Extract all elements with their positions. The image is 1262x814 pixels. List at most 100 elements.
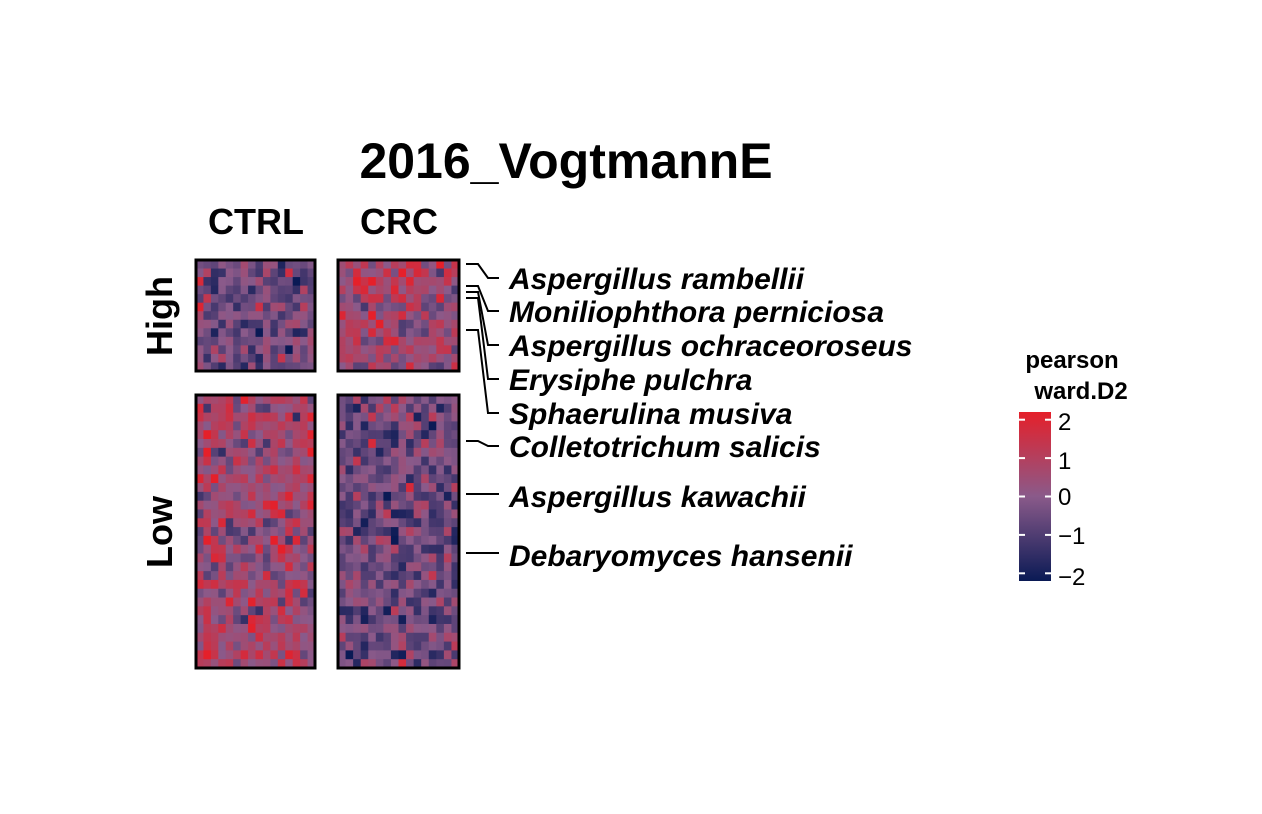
heatmap-cell xyxy=(300,456,308,466)
heatmap-cell xyxy=(353,403,362,414)
heatmap-cell xyxy=(428,535,437,546)
heatmap-cell xyxy=(413,302,422,312)
heatmap-cell xyxy=(383,509,392,519)
heatmap-cell xyxy=(406,606,415,616)
heatmap-cell xyxy=(196,544,204,554)
heatmap-cell xyxy=(262,412,271,422)
heatmap-cell xyxy=(398,491,407,502)
heatmap-cell xyxy=(443,353,452,363)
heatmap-cell xyxy=(277,328,286,338)
heatmap-cell xyxy=(307,456,316,466)
heatmap-cell xyxy=(406,623,415,634)
heatmap-cell xyxy=(406,277,415,287)
heatmap-cell xyxy=(218,553,227,563)
heatmap-cell xyxy=(292,623,301,634)
heatmap-cell xyxy=(428,336,437,346)
heatmap-cell xyxy=(262,632,271,642)
heatmap-cell xyxy=(210,615,219,625)
heatmap-cell xyxy=(270,509,279,519)
heatmap-cell xyxy=(255,353,264,363)
heatmap-cell xyxy=(203,353,212,363)
heatmap-cell xyxy=(436,588,445,598)
heatmap-cell xyxy=(307,615,316,625)
heatmap-cell xyxy=(413,421,422,431)
heatmap-cell xyxy=(218,579,227,590)
heatmap-cell xyxy=(307,650,316,660)
heatmap-cell xyxy=(360,623,369,634)
heatmap-cell xyxy=(196,659,204,669)
heatmap-cell xyxy=(360,362,369,372)
heatmap-cell xyxy=(428,345,437,355)
heatmap-cell xyxy=(270,562,279,572)
heatmap-cell xyxy=(218,277,227,287)
heatmap-cell xyxy=(338,268,346,278)
heatmap-cell xyxy=(233,579,242,590)
heatmap-cell xyxy=(292,544,301,554)
heatmap-cell xyxy=(421,623,430,634)
heatmap-cell xyxy=(436,641,445,651)
heatmap-cell xyxy=(210,544,219,554)
heatmap-cell xyxy=(255,336,264,346)
heatmap-cell xyxy=(451,562,460,572)
heatmap-cell xyxy=(248,553,256,563)
heatmap-cell xyxy=(225,456,234,466)
heatmap-cell xyxy=(233,650,242,660)
heatmap-cell xyxy=(292,641,301,651)
heatmap-cell xyxy=(218,659,227,669)
heatmap-cell xyxy=(368,311,377,321)
heatmap-cell xyxy=(210,345,219,355)
heatmap-cell xyxy=(390,474,399,484)
heatmap-cell xyxy=(421,345,430,355)
heatmap-cell xyxy=(436,421,445,431)
heatmap-cell xyxy=(413,430,422,440)
heatmap-cell xyxy=(383,430,392,440)
heatmap-cell xyxy=(428,518,437,528)
heatmap-cell xyxy=(413,319,422,329)
heatmap-cell xyxy=(383,439,392,449)
heatmap-cell xyxy=(210,277,219,287)
heatmap-cell xyxy=(368,268,377,278)
heatmap-cell xyxy=(383,277,392,287)
heatmap-cell xyxy=(225,483,234,493)
heatmap-cell xyxy=(368,579,377,590)
heatmap-cell xyxy=(292,456,301,466)
heatmap-cell xyxy=(398,430,407,440)
heatmap-cell xyxy=(233,311,242,321)
heatmap-cell xyxy=(196,491,204,502)
heatmap-cell xyxy=(421,311,430,321)
heatmap-cell xyxy=(390,588,399,598)
heatmap-cells xyxy=(196,260,460,669)
heatmap-cell xyxy=(196,328,204,338)
heatmap-cell xyxy=(443,311,452,321)
heatmap-cell xyxy=(218,412,227,422)
heatmap-cell xyxy=(270,518,279,528)
heatmap-cell xyxy=(383,328,392,338)
heatmap-cell xyxy=(300,597,308,607)
heatmap-cell xyxy=(270,623,279,634)
heatmap-cell xyxy=(285,345,294,355)
heatmap-cell xyxy=(270,285,279,295)
heatmap-cell xyxy=(262,535,271,546)
heatmap-cell xyxy=(218,336,227,346)
heatmap-cell xyxy=(390,509,399,519)
heatmap-cell xyxy=(203,319,212,329)
heatmap-cell xyxy=(428,395,437,405)
heatmap-cell xyxy=(413,615,422,625)
heatmap-cell xyxy=(240,319,249,329)
heatmap-cell xyxy=(262,483,271,493)
heatmap-cell xyxy=(436,623,445,634)
heatmap-cell xyxy=(390,579,399,590)
heatmap-cell xyxy=(398,544,407,554)
heatmap-cell xyxy=(353,412,362,422)
heatmap-cell xyxy=(218,474,227,484)
heatmap-cell xyxy=(345,571,354,581)
heatmap-cell xyxy=(262,395,271,405)
heatmap-cell xyxy=(248,403,256,414)
heatmap-cell xyxy=(196,474,204,484)
heatmap-cell xyxy=(300,483,308,493)
heatmap-cell xyxy=(307,260,316,269)
heatmap-cell xyxy=(406,395,415,405)
heatmap-cell xyxy=(398,412,407,422)
heatmap-cell xyxy=(262,500,271,510)
